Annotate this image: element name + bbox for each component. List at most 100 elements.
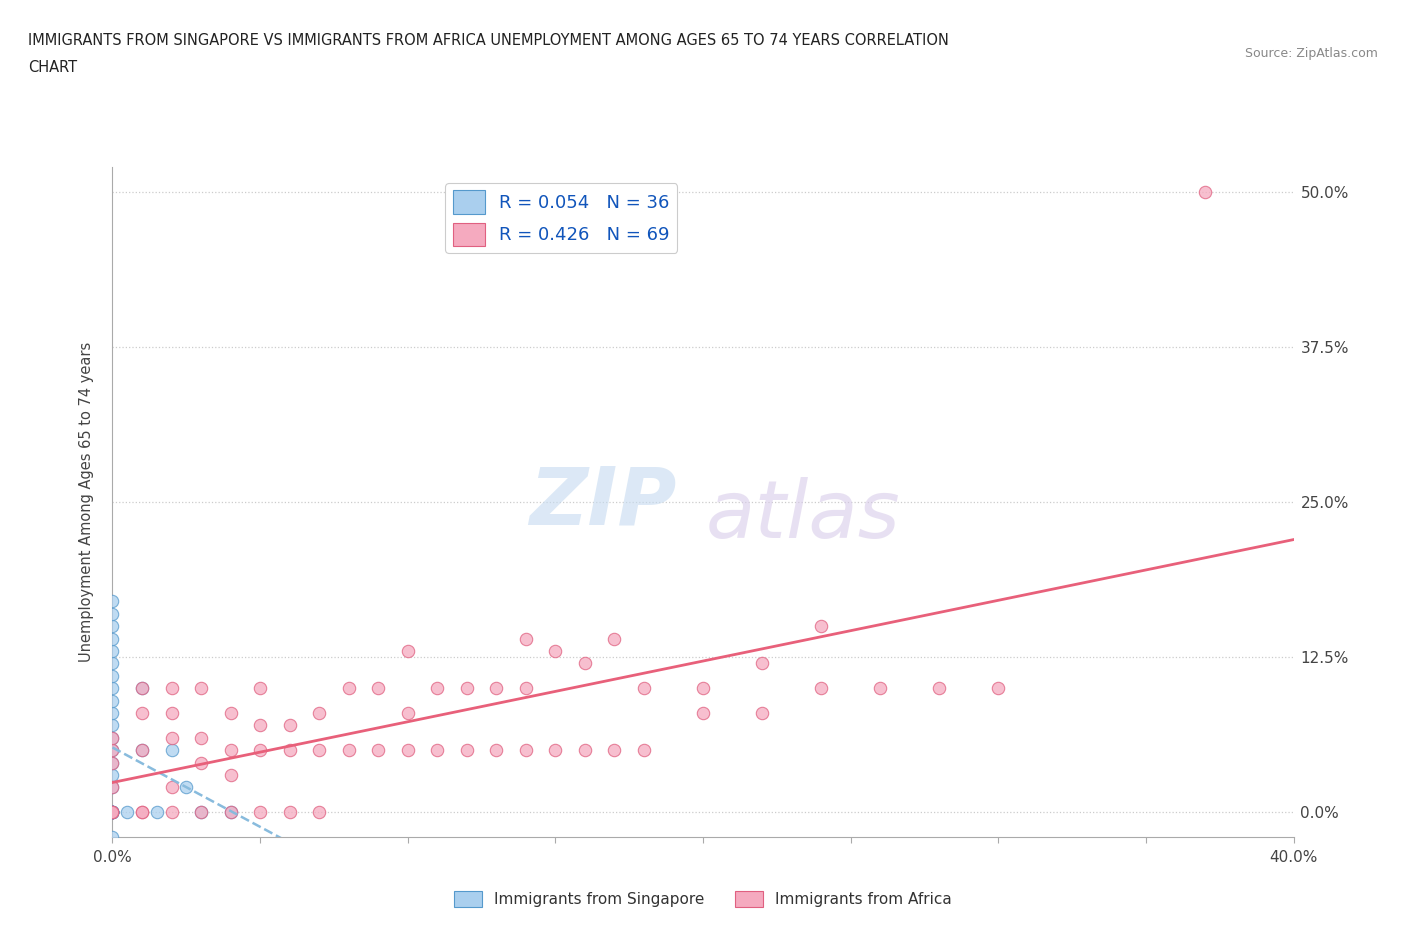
Point	[101, 718, 124, 733]
Point	[101, 804, 124, 819]
Point	[751, 706, 773, 721]
Point	[249, 743, 271, 758]
Text: ZIP: ZIP	[529, 463, 676, 541]
Point	[633, 681, 655, 696]
Point	[101, 743, 124, 758]
Point	[396, 743, 419, 758]
Text: IMMIGRANTS FROM SINGAPORE VS IMMIGRANTS FROM AFRICA UNEMPLOYMENT AMONG AGES 65 T: IMMIGRANTS FROM SINGAPORE VS IMMIGRANTS …	[28, 33, 949, 47]
Point	[101, 804, 124, 819]
Point	[308, 743, 330, 758]
Point	[515, 681, 537, 696]
Point	[603, 631, 626, 646]
Point	[131, 804, 153, 819]
Point	[1194, 185, 1216, 200]
Point	[101, 755, 124, 770]
Point	[101, 730, 124, 745]
Point	[101, 706, 124, 721]
Point	[515, 631, 537, 646]
Point	[101, 804, 124, 819]
Point	[101, 804, 124, 819]
Point	[101, 804, 124, 819]
Point	[131, 681, 153, 696]
Point	[101, 730, 124, 745]
Point	[308, 706, 330, 721]
Point	[190, 681, 212, 696]
Point	[190, 804, 212, 819]
Point	[249, 804, 271, 819]
Point	[278, 718, 301, 733]
Legend: R = 0.054   N = 36, R = 0.426   N = 69: R = 0.054 N = 36, R = 0.426 N = 69	[446, 183, 678, 253]
Point	[160, 730, 183, 745]
Point	[101, 594, 124, 609]
Point	[117, 804, 138, 819]
Point	[367, 743, 389, 758]
Point	[131, 804, 153, 819]
Point	[456, 743, 478, 758]
Point	[101, 780, 124, 795]
Point	[101, 804, 124, 819]
Point	[101, 755, 124, 770]
Point	[810, 618, 832, 633]
Point	[337, 681, 360, 696]
Point	[485, 681, 508, 696]
Point	[219, 804, 242, 819]
Point	[485, 743, 508, 758]
Text: atlas: atlas	[706, 476, 901, 554]
Point	[101, 804, 124, 819]
Y-axis label: Unemployment Among Ages 65 to 74 years: Unemployment Among Ages 65 to 74 years	[79, 342, 94, 662]
Point	[101, 855, 124, 870]
Point	[308, 804, 330, 819]
Point	[574, 743, 596, 758]
Point	[160, 804, 183, 819]
Point	[160, 743, 183, 758]
Point	[751, 656, 773, 671]
Point	[426, 681, 449, 696]
Point	[515, 743, 537, 758]
Point	[603, 743, 626, 758]
Point	[426, 743, 449, 758]
Point	[146, 804, 169, 819]
Point	[190, 804, 212, 819]
Point	[101, 780, 124, 795]
Point	[337, 743, 360, 758]
Point	[160, 706, 183, 721]
Point	[249, 718, 271, 733]
Point	[367, 681, 389, 696]
Point	[278, 804, 301, 819]
Point	[101, 804, 124, 819]
Point	[101, 656, 124, 671]
Point	[101, 669, 124, 684]
Point	[160, 681, 183, 696]
Point	[692, 706, 714, 721]
Point	[869, 681, 891, 696]
Point	[396, 644, 419, 658]
Point	[101, 804, 124, 819]
Point	[101, 804, 124, 819]
Point	[101, 606, 124, 621]
Point	[101, 804, 124, 819]
Point	[633, 743, 655, 758]
Point	[160, 780, 183, 795]
Point	[101, 804, 124, 819]
Point	[810, 681, 832, 696]
Point	[544, 743, 567, 758]
Point	[987, 681, 1010, 696]
Point	[101, 631, 124, 646]
Point	[101, 804, 124, 819]
Point	[101, 743, 124, 758]
Point	[131, 743, 153, 758]
Point	[219, 767, 242, 782]
Point	[101, 693, 124, 708]
Point	[396, 706, 419, 721]
Text: Source: ZipAtlas.com: Source: ZipAtlas.com	[1244, 46, 1378, 60]
Point	[574, 656, 596, 671]
Point	[101, 681, 124, 696]
Point	[101, 644, 124, 658]
Point	[174, 780, 197, 795]
Point	[131, 743, 153, 758]
Legend: Immigrants from Singapore, Immigrants from Africa: Immigrants from Singapore, Immigrants fr…	[449, 884, 957, 913]
Point	[101, 830, 124, 844]
Point	[278, 743, 301, 758]
Point	[692, 681, 714, 696]
Point	[544, 644, 567, 658]
